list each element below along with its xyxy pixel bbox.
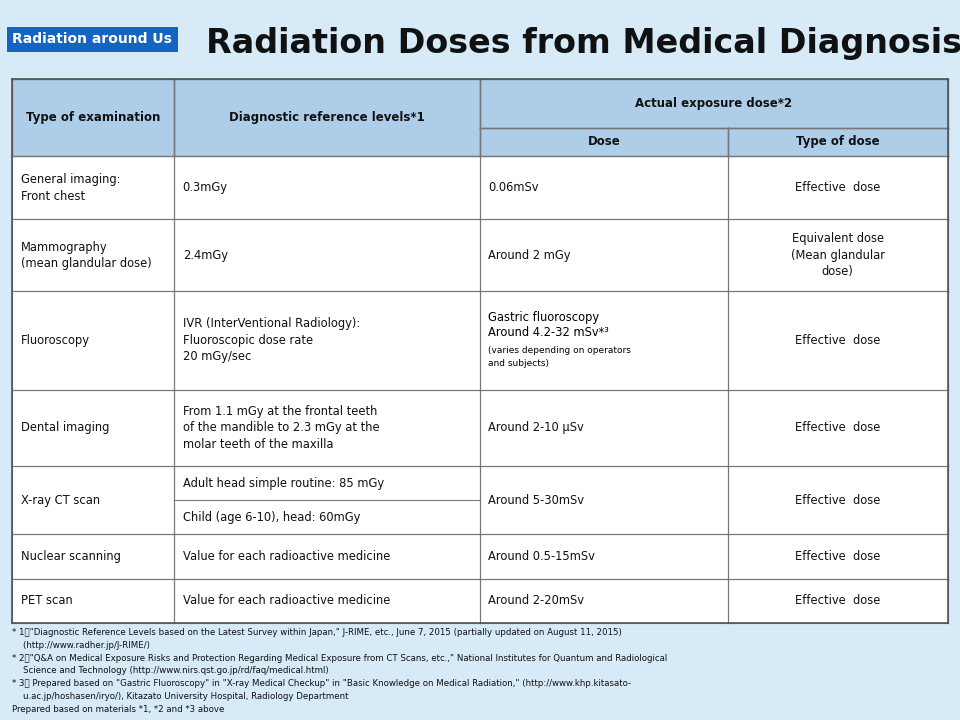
FancyBboxPatch shape — [480, 127, 728, 156]
FancyBboxPatch shape — [12, 466, 175, 534]
Text: Around 2 mGy: Around 2 mGy — [489, 249, 571, 262]
FancyBboxPatch shape — [728, 534, 948, 579]
Text: (varies depending on operators: (varies depending on operators — [489, 346, 632, 355]
FancyBboxPatch shape — [12, 156, 175, 220]
FancyBboxPatch shape — [175, 390, 480, 466]
Text: Effective  dose: Effective dose — [795, 594, 880, 607]
Text: Effective  dose: Effective dose — [795, 181, 880, 194]
Text: Effective  dose: Effective dose — [795, 421, 880, 434]
FancyBboxPatch shape — [12, 534, 175, 579]
FancyBboxPatch shape — [480, 291, 728, 390]
Text: Child (age 6-10), head: 60mGy: Child (age 6-10), head: 60mGy — [182, 510, 360, 524]
Text: Effective  dose: Effective dose — [795, 550, 880, 563]
FancyBboxPatch shape — [175, 466, 480, 500]
Text: Mammography
(mean glandular dose): Mammography (mean glandular dose) — [21, 240, 152, 270]
FancyBboxPatch shape — [175, 291, 480, 390]
Text: Equivalent dose
(Mean glandular
dose): Equivalent dose (Mean glandular dose) — [791, 233, 885, 279]
Text: Nuclear scanning: Nuclear scanning — [21, 550, 121, 563]
FancyBboxPatch shape — [728, 390, 948, 466]
FancyBboxPatch shape — [728, 220, 948, 291]
FancyBboxPatch shape — [12, 390, 175, 466]
FancyBboxPatch shape — [480, 79, 948, 127]
Text: Around 0.5-15mSv: Around 0.5-15mSv — [489, 550, 595, 563]
FancyBboxPatch shape — [12, 291, 175, 390]
FancyBboxPatch shape — [480, 534, 728, 579]
Text: Adult head simple routine: 85 mGy: Adult head simple routine: 85 mGy — [182, 477, 384, 490]
Text: X-ray CT scan: X-ray CT scan — [21, 494, 100, 507]
FancyBboxPatch shape — [175, 220, 480, 291]
Text: Effective  dose: Effective dose — [795, 494, 880, 507]
Text: Around 2-20mSv: Around 2-20mSv — [489, 594, 585, 607]
FancyBboxPatch shape — [728, 579, 948, 623]
Text: Actual exposure dose*2: Actual exposure dose*2 — [636, 97, 792, 110]
FancyBboxPatch shape — [728, 156, 948, 220]
Text: Value for each radioactive medicine: Value for each radioactive medicine — [182, 594, 390, 607]
Text: IVR (InterVentional Radiology):
Fluoroscopic dose rate
20 mGy/sec: IVR (InterVentional Radiology): Fluorosc… — [182, 318, 360, 364]
Text: Around 4.2-32 mSv*³: Around 4.2-32 mSv*³ — [489, 326, 610, 339]
FancyBboxPatch shape — [12, 579, 175, 623]
FancyBboxPatch shape — [175, 79, 480, 156]
FancyBboxPatch shape — [12, 220, 175, 291]
Text: Around 2-10 μSv: Around 2-10 μSv — [489, 421, 585, 434]
FancyBboxPatch shape — [728, 291, 948, 390]
FancyBboxPatch shape — [175, 534, 480, 579]
Text: Gastric fluoroscopy: Gastric fluoroscopy — [489, 311, 600, 324]
Text: Type of dose: Type of dose — [796, 135, 879, 148]
Text: Radiation around Us: Radiation around Us — [12, 32, 173, 46]
FancyBboxPatch shape — [175, 156, 480, 220]
Text: Value for each radioactive medicine: Value for each radioactive medicine — [182, 550, 390, 563]
Text: Radiation Doses from Medical Diagnosis: Radiation Doses from Medical Diagnosis — [206, 27, 960, 60]
Text: Dose: Dose — [588, 135, 620, 148]
FancyBboxPatch shape — [480, 220, 728, 291]
FancyBboxPatch shape — [480, 579, 728, 623]
Text: Type of examination: Type of examination — [26, 112, 160, 125]
FancyBboxPatch shape — [480, 156, 728, 220]
Text: 0.06mSv: 0.06mSv — [489, 181, 539, 194]
Text: 0.3mGy: 0.3mGy — [182, 181, 228, 194]
FancyBboxPatch shape — [728, 466, 948, 534]
Text: Around 5-30mSv: Around 5-30mSv — [489, 494, 585, 507]
Text: * 1："Diagnostic Reference Levels based on the Latest Survey within Japan," J-RIM: * 1："Diagnostic Reference Levels based o… — [12, 628, 668, 714]
FancyBboxPatch shape — [12, 79, 175, 156]
FancyBboxPatch shape — [175, 500, 480, 534]
Text: Dental imaging: Dental imaging — [21, 421, 109, 434]
Text: General imaging:
Front chest: General imaging: Front chest — [21, 173, 120, 202]
Text: 2.4mGy: 2.4mGy — [182, 249, 228, 262]
FancyBboxPatch shape — [175, 579, 480, 623]
FancyBboxPatch shape — [480, 390, 728, 466]
Text: Effective  dose: Effective dose — [795, 334, 880, 347]
FancyBboxPatch shape — [480, 466, 728, 534]
Text: From 1.1 mGy at the frontal teeth
of the mandible to 2.3 mGy at the
molar teeth : From 1.1 mGy at the frontal teeth of the… — [182, 405, 379, 451]
FancyBboxPatch shape — [728, 127, 948, 156]
Text: PET scan: PET scan — [21, 594, 73, 607]
Text: and subjects): and subjects) — [489, 359, 549, 368]
Text: Fluoroscopy: Fluoroscopy — [21, 334, 90, 347]
Text: Diagnostic reference levels*1: Diagnostic reference levels*1 — [229, 112, 425, 125]
